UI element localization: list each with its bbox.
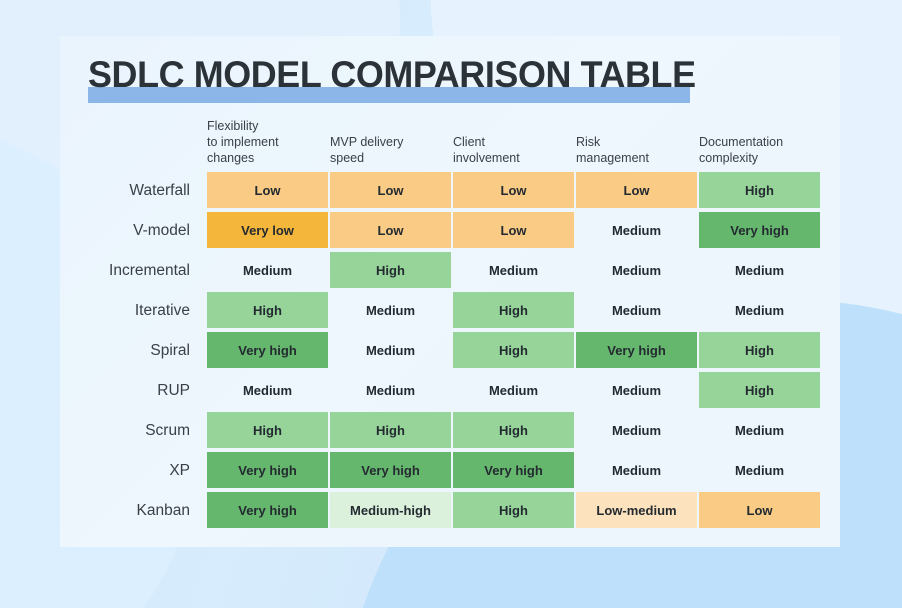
column-header-line: Risk [576, 135, 601, 149]
column-header-line: speed [330, 151, 365, 165]
table-cell: Medium [242, 262, 293, 278]
column-header-group: Flexibility to implement changes MVP delive… [206, 104, 821, 172]
table-cell: High [453, 292, 574, 328]
column-header-line: Client [453, 135, 485, 149]
content-panel: SDLC MODEL COMPARISON TABLE Flexibility t… [60, 36, 840, 547]
table-cell: High [699, 172, 820, 208]
row-label-rup: RUP [157, 382, 190, 399]
row-label-scrum: Scrum [145, 422, 190, 439]
table-cell: Very low [207, 212, 328, 248]
column-header-line: complexity [699, 151, 759, 165]
table-cell: Low [453, 212, 574, 248]
table-cell: Low [330, 172, 451, 208]
column-header: Documentation complexity [699, 104, 820, 172]
table-cell: High [330, 412, 451, 448]
table-body: Waterfall Low Low Low Low High V-model Very low… [60, 172, 840, 530]
table-cell: Medium [734, 302, 785, 318]
table-cell: Medium [734, 262, 785, 278]
table-cell: Very high [207, 452, 328, 488]
column-header-line: Flexibility [207, 119, 259, 133]
row-label-iterative: Iterative [134, 302, 190, 319]
table-cell: High [453, 412, 574, 448]
table-cell: Very high [330, 452, 451, 488]
column-header: Risk management [576, 104, 697, 172]
row-label-incremental: Incremental [109, 262, 190, 279]
row-label-xp: XP [169, 462, 190, 479]
table-cell: Medium [611, 222, 662, 238]
table-cell: Low [207, 172, 328, 208]
table-cell: Medium [734, 422, 785, 438]
sdlc-comparison-table: Flexibility to implement changes MVP delive… [60, 104, 840, 532]
row-label-v-model: V-model [133, 222, 190, 239]
table-cell: Medium-high [330, 492, 451, 528]
table-cell: Very high [576, 332, 697, 368]
table-row: Iterative High Medium High Medium Medium [60, 292, 840, 330]
table-cell: High [699, 372, 820, 408]
table-cell: Medium [365, 302, 416, 318]
row-label-spiral: Spiral [150, 342, 190, 359]
table-row: Waterfall Low Low Low Low High [60, 172, 840, 210]
table-row: Scrum High High High Medium Medium [60, 412, 840, 450]
row-label-kanban: Kanban [136, 502, 190, 519]
column-header-line: to implement [207, 135, 279, 149]
table-cell: Medium [611, 302, 662, 318]
table-cell: Low-medium [576, 492, 697, 528]
column-header-line: Documentation [699, 135, 784, 149]
column-header-line: management [576, 151, 649, 165]
table-cell: High [207, 412, 328, 448]
table-row: RUP Medium Medium Medium Medium High [60, 372, 840, 410]
table-cell: Medium [611, 462, 662, 478]
column-header: Flexibility to implement changes [207, 104, 328, 172]
table-cell: Very high [453, 452, 574, 488]
table-cell: Medium [242, 382, 293, 398]
column-header: Client involvement [453, 104, 574, 172]
table-row: Spiral Very high Medium High Very high High [60, 332, 840, 370]
table-cell: Medium [365, 342, 416, 358]
column-header-line: involvement [453, 151, 520, 165]
table-cell: High [207, 292, 328, 328]
table-cell: Very high [699, 212, 820, 248]
row-label-waterfall: Waterfall [129, 182, 190, 199]
table-cell: Medium [611, 262, 662, 278]
table-cell: Medium [488, 382, 539, 398]
table-cell: Very high [207, 492, 328, 528]
table-cell: Low [453, 172, 574, 208]
title-container: SDLC MODEL COMPARISON TABLE [88, 52, 714, 104]
table-row: V-model Very low Low Low Medium Very high [60, 212, 840, 250]
column-header: MVP delivery speed [330, 104, 451, 172]
table-cell: High [453, 492, 574, 528]
table-cell: High [453, 332, 574, 368]
table-cell: High [330, 252, 451, 288]
table-cell: Medium [365, 382, 416, 398]
title-highlight-band [88, 87, 690, 103]
table-cell: Very high [207, 332, 328, 368]
column-header-line: changes [207, 151, 255, 165]
table-row: Kanban Very high Medium-high High Low-medium… [60, 492, 840, 530]
table-cell: Low [330, 212, 451, 248]
table-cell: Medium [611, 422, 662, 438]
table-header-row: Flexibility to implement changes MVP delive… [60, 104, 840, 172]
table-cell: Medium [734, 462, 785, 478]
table-cell: High [699, 332, 820, 368]
table-cell: Low [576, 172, 697, 208]
column-header-line: MVP delivery [330, 135, 404, 149]
row-label-header [60, 104, 206, 172]
page-title: SDLC MODEL COMPARISON TABLE [88, 54, 696, 95]
table-row: XP Very high Very high Very high Medium Mediu… [60, 452, 840, 490]
table-cell: Medium [611, 382, 662, 398]
table-cell: Medium [488, 262, 539, 278]
table-row: Incremental Medium High Medium Medium Medium [60, 252, 840, 290]
table-cell: Low [699, 492, 820, 528]
